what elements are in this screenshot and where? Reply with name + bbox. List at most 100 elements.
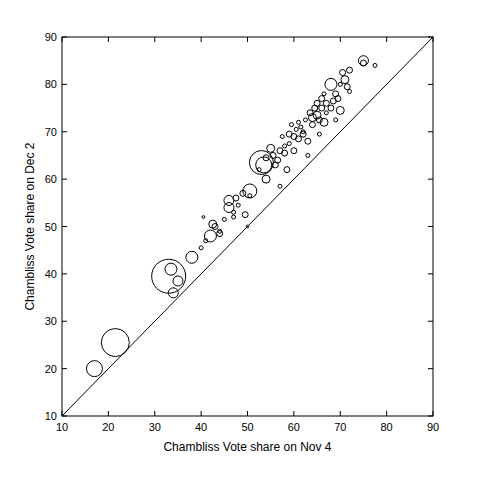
x-tick — [433, 411, 434, 416]
y-tick-label: 30 — [45, 315, 57, 327]
point — [248, 194, 252, 198]
diagonal-line — [62, 37, 433, 416]
point — [202, 216, 205, 219]
point — [336, 106, 344, 114]
point — [224, 195, 234, 205]
y-tick-right — [428, 84, 433, 85]
point — [309, 122, 315, 128]
point — [299, 125, 303, 129]
point — [222, 217, 226, 221]
point — [278, 184, 282, 188]
point — [296, 136, 302, 142]
x-tick — [154, 411, 155, 416]
point — [341, 76, 349, 84]
point — [233, 195, 239, 201]
x-tick — [201, 411, 202, 416]
point — [322, 92, 326, 96]
point — [243, 184, 257, 198]
point — [284, 167, 290, 173]
point — [263, 155, 269, 161]
y-tick — [62, 226, 67, 227]
y-tick-label: 20 — [45, 363, 57, 375]
y-tick-right — [428, 368, 433, 369]
x-axis-label: Chambliss Vote share on Nov 4 — [163, 440, 331, 454]
point — [348, 89, 352, 93]
point — [217, 231, 223, 237]
x-tick-label: 60 — [288, 421, 300, 433]
x-tick-top — [386, 37, 387, 42]
point — [316, 117, 322, 123]
x-tick — [108, 411, 109, 416]
point — [344, 84, 350, 90]
point — [360, 60, 366, 66]
point — [291, 148, 297, 154]
y-tick-label: 60 — [45, 173, 57, 185]
point — [173, 276, 183, 286]
point — [323, 100, 329, 106]
y-tick-right — [428, 273, 433, 274]
x-tick — [247, 411, 248, 416]
point — [168, 288, 178, 298]
point — [301, 130, 305, 134]
y-tick-label: 10 — [45, 410, 57, 422]
point — [297, 120, 301, 124]
background — [0, 0, 480, 480]
y-tick-label: 40 — [45, 268, 57, 280]
point — [257, 168, 261, 172]
point — [319, 96, 325, 102]
x-tick — [293, 411, 294, 416]
y-axis: 102030405060708090 — [45, 31, 433, 422]
point — [373, 63, 377, 67]
x-tick-label: 30 — [149, 421, 161, 433]
point — [204, 230, 216, 242]
point — [236, 203, 240, 207]
y-tick — [62, 131, 67, 132]
x-tick-label: 90 — [427, 421, 439, 433]
y-tick-right — [428, 226, 433, 227]
point — [305, 138, 311, 144]
axes-frame — [62, 37, 433, 416]
point — [101, 329, 129, 357]
point — [335, 96, 341, 102]
x-tick-label: 40 — [195, 421, 207, 433]
y-tick-label: 50 — [45, 221, 57, 233]
x-tick-label: 80 — [381, 421, 393, 433]
y-tick-label: 90 — [45, 31, 57, 43]
y-tick — [62, 179, 67, 180]
point — [280, 134, 284, 138]
y-tick-label: 80 — [45, 78, 57, 90]
point — [347, 67, 353, 73]
x-tick-top — [433, 37, 434, 42]
y-tick-right — [428, 416, 433, 417]
point — [86, 361, 102, 377]
x-tick — [386, 411, 387, 416]
point — [324, 111, 328, 115]
point — [358, 56, 368, 66]
y-tick-right — [428, 131, 433, 132]
point — [328, 105, 334, 111]
point — [340, 70, 346, 76]
point — [165, 263, 177, 275]
x-tick-label: 50 — [241, 421, 253, 433]
x-tick-top — [293, 37, 294, 42]
point — [246, 225, 249, 228]
point — [212, 224, 218, 230]
point — [338, 82, 342, 86]
x-axis: 102030405060708090 — [56, 37, 439, 433]
point — [290, 123, 294, 127]
y-tick — [62, 321, 67, 322]
y-tick — [62, 37, 67, 38]
y-tick-right — [428, 179, 433, 180]
y-tick-right — [428, 37, 433, 38]
point — [242, 212, 248, 218]
point — [275, 157, 281, 163]
point — [262, 175, 270, 183]
y-tick — [62, 368, 67, 369]
x-tick-label: 70 — [334, 421, 346, 433]
point — [319, 105, 325, 111]
point — [308, 114, 316, 122]
x-tick-label: 20 — [102, 421, 114, 433]
x-tick — [62, 411, 63, 416]
point — [152, 259, 186, 293]
point — [320, 118, 328, 126]
